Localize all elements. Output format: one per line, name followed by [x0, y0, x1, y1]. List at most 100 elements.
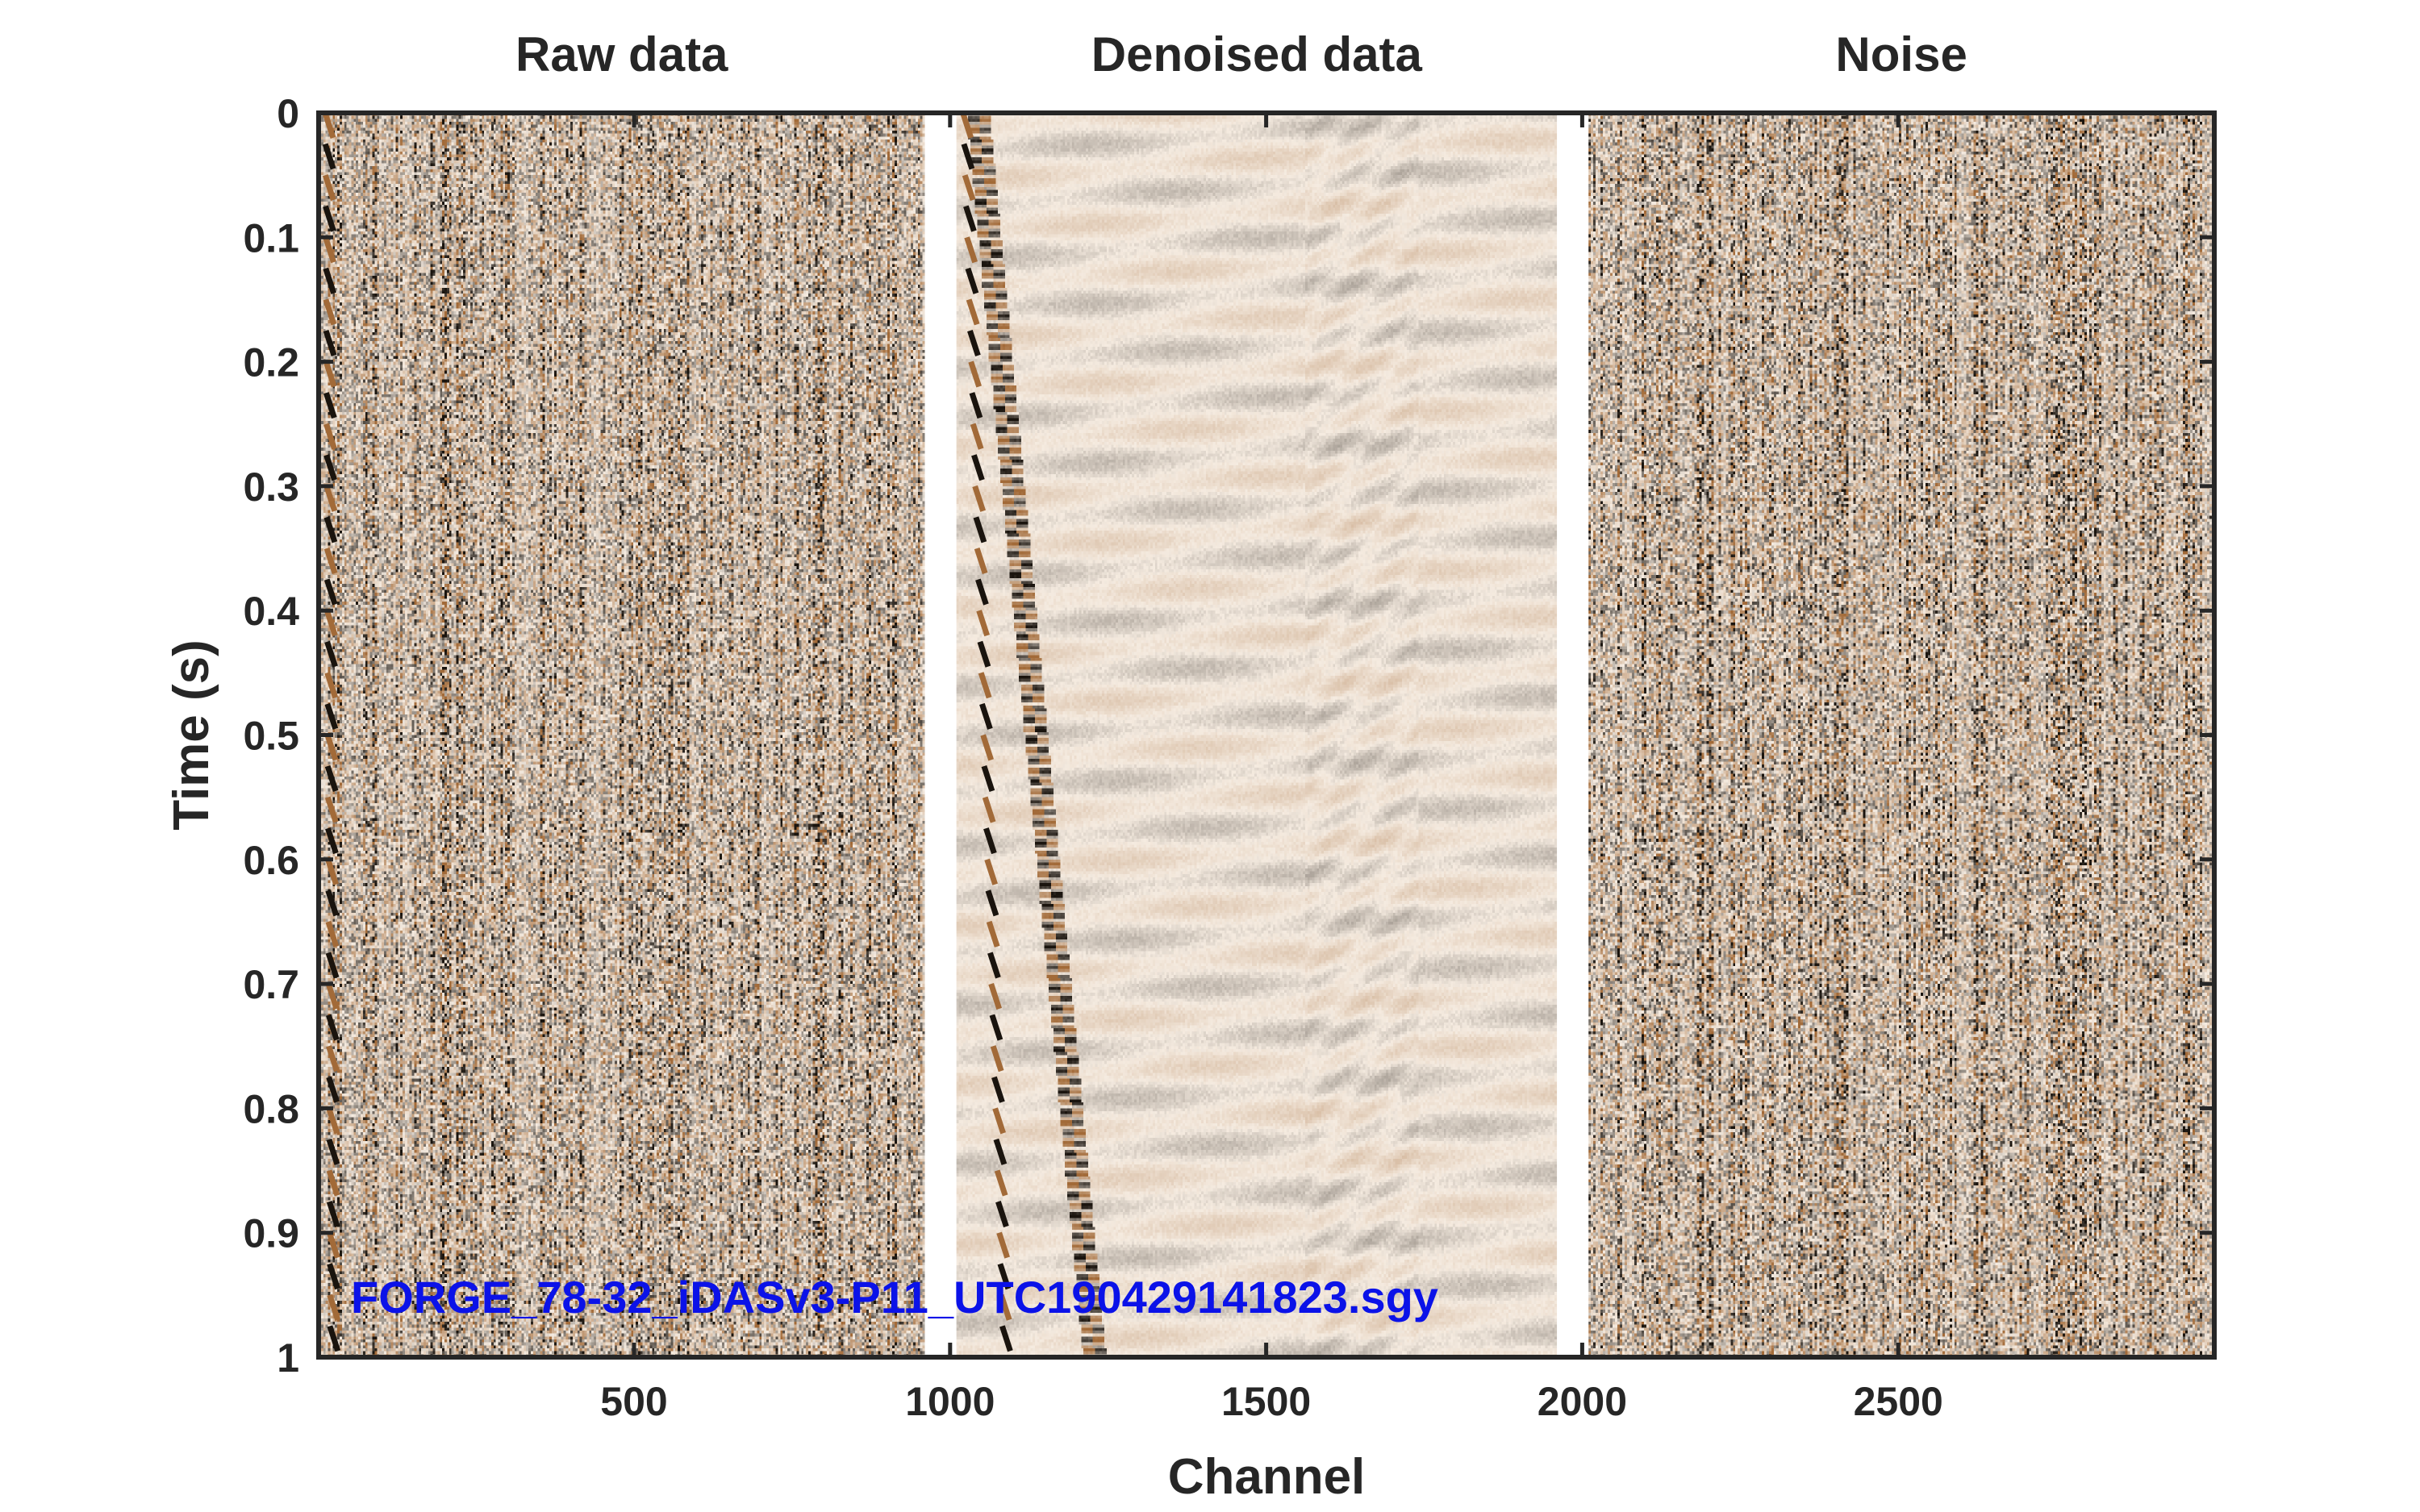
arrival-stripe — [326, 1107, 340, 1135]
arrival-stripe — [323, 516, 338, 544]
arrival-stripe — [323, 423, 337, 450]
y-tick-labels: 0 0.1 0.2 0.3 0.4 0.5 0.6 0.7 0.8 0.9 1 — [243, 91, 299, 1381]
arrival-stripe — [961, 143, 975, 170]
arrival-stripe — [979, 702, 993, 730]
arrival-stripe — [984, 858, 998, 885]
arrival-stripe — [998, 1293, 1012, 1321]
panel-titles: Raw data Denoised data Noise — [515, 27, 1967, 81]
arrival-stripe — [324, 610, 338, 637]
arrival-stripe — [323, 236, 336, 264]
arrival-stripe — [962, 174, 976, 202]
arrival-stripe — [323, 485, 338, 512]
arrival-stripe — [323, 454, 337, 481]
arrival-stripe — [323, 578, 338, 606]
arrival-stripe — [325, 920, 340, 948]
arrival-stripe — [976, 610, 990, 637]
y-tick-label: 0.1 — [243, 215, 299, 260]
arrival-stripe — [986, 920, 1000, 948]
arrival-stripe — [972, 485, 986, 512]
arrival-stripe — [973, 516, 987, 544]
panel-image-2 — [956, 113, 1558, 1357]
x-tick-label: 500 — [600, 1379, 667, 1424]
arrival-stripe — [983, 827, 997, 855]
arrival-stripe — [325, 889, 340, 917]
arrival-stripe — [326, 1014, 340, 1041]
arrival-stripe — [326, 1045, 340, 1073]
arrival-stripe — [999, 1325, 1013, 1352]
arrival-stripe — [323, 547, 338, 574]
arrival-stripe — [990, 1045, 1004, 1073]
arrival-stripe — [988, 983, 1002, 1010]
arrival-stripe — [325, 952, 340, 979]
arrival-stripe — [966, 298, 980, 326]
arrival-stripe — [323, 298, 337, 326]
arrival-stripe — [324, 734, 339, 761]
arrival-stripe — [325, 983, 340, 1010]
arrival-stripe — [323, 329, 337, 356]
panel-images — [319, 113, 2214, 1357]
arrival-stripe — [323, 392, 337, 419]
arrival-stripe — [969, 392, 983, 419]
arrival-stripe — [326, 1201, 340, 1228]
arrival-stripe — [322, 111, 336, 139]
y-tick-label: 0.7 — [243, 962, 299, 1007]
arrival-stripe — [991, 1076, 1005, 1103]
y-tick-label: 0.4 — [243, 589, 299, 634]
arrival-stripe — [327, 1293, 341, 1321]
arrival-stripe — [323, 360, 337, 388]
arrival-stripe — [970, 423, 984, 450]
arrival-stripe — [993, 1138, 1008, 1165]
arrival-stripe — [977, 640, 991, 668]
arrival-stripe — [997, 1263, 1012, 1290]
arrival-stripe — [327, 1263, 340, 1290]
arrival-stripe — [324, 702, 339, 730]
arrival-stripe — [327, 1325, 341, 1352]
x-tick-label: 2000 — [1538, 1379, 1627, 1424]
arrival-stripe — [324, 764, 339, 793]
arrival-stripe — [989, 1014, 1003, 1041]
arrival-stripe — [322, 174, 336, 202]
arrival-stripe — [968, 360, 982, 388]
arrival-stripe — [996, 1231, 1010, 1259]
y-tick-label: 0.9 — [243, 1211, 299, 1256]
x-tick-label: 1000 — [905, 1379, 995, 1424]
arrival-stripe — [325, 858, 339, 885]
panel-marks — [322, 111, 1013, 1352]
panel-title: Denoised data — [1091, 27, 1423, 81]
arrival-stripe — [963, 205, 977, 232]
y-tick-label: 0.8 — [243, 1086, 299, 1131]
y-tick-label: 0.5 — [243, 714, 299, 759]
panel-image-1 — [319, 113, 925, 1357]
arrival-stripe — [960, 111, 974, 139]
arrival-stripe — [324, 640, 338, 668]
y-tick-label: 0.3 — [243, 464, 299, 510]
x-tick-label: 2500 — [1854, 1379, 1943, 1424]
arrival-stripe — [982, 796, 996, 823]
arrival-stripe — [975, 578, 989, 606]
panel-title: Raw data — [515, 27, 728, 81]
x-tick-labels: 500 1000 1500 2000 2500 — [600, 1379, 1943, 1424]
arrival-stripe — [323, 267, 337, 294]
arrival-stripe — [967, 329, 981, 356]
arrival-stripe — [965, 267, 979, 294]
x-axis-label: Channel — [1168, 1449, 1366, 1505]
arrival-stripe — [327, 1231, 340, 1259]
y-tick-label: 1 — [277, 1335, 299, 1381]
panel-title: Noise — [1835, 27, 1967, 81]
arrival-stripe — [322, 143, 336, 170]
tick-marks — [319, 110, 2214, 1360]
arrival-stripe — [326, 1076, 340, 1103]
arrival-stripe — [995, 1201, 1009, 1228]
arrival-stripe — [324, 796, 339, 823]
arrival-stripe — [964, 236, 978, 264]
file-name-annotation: FORGE_78-32_iDASv3-P11_UTC190429141823.s… — [351, 1272, 1438, 1322]
arrival-stripe — [981, 764, 995, 793]
arrival-stripe — [325, 827, 339, 855]
arrival-stripe — [326, 1169, 340, 1197]
arrival-stripe — [326, 1138, 340, 1165]
arrival-stripe — [978, 672, 992, 699]
arrival-stripe — [324, 672, 339, 699]
arrival-stripe — [323, 205, 336, 232]
arrival-stripe — [980, 734, 994, 761]
